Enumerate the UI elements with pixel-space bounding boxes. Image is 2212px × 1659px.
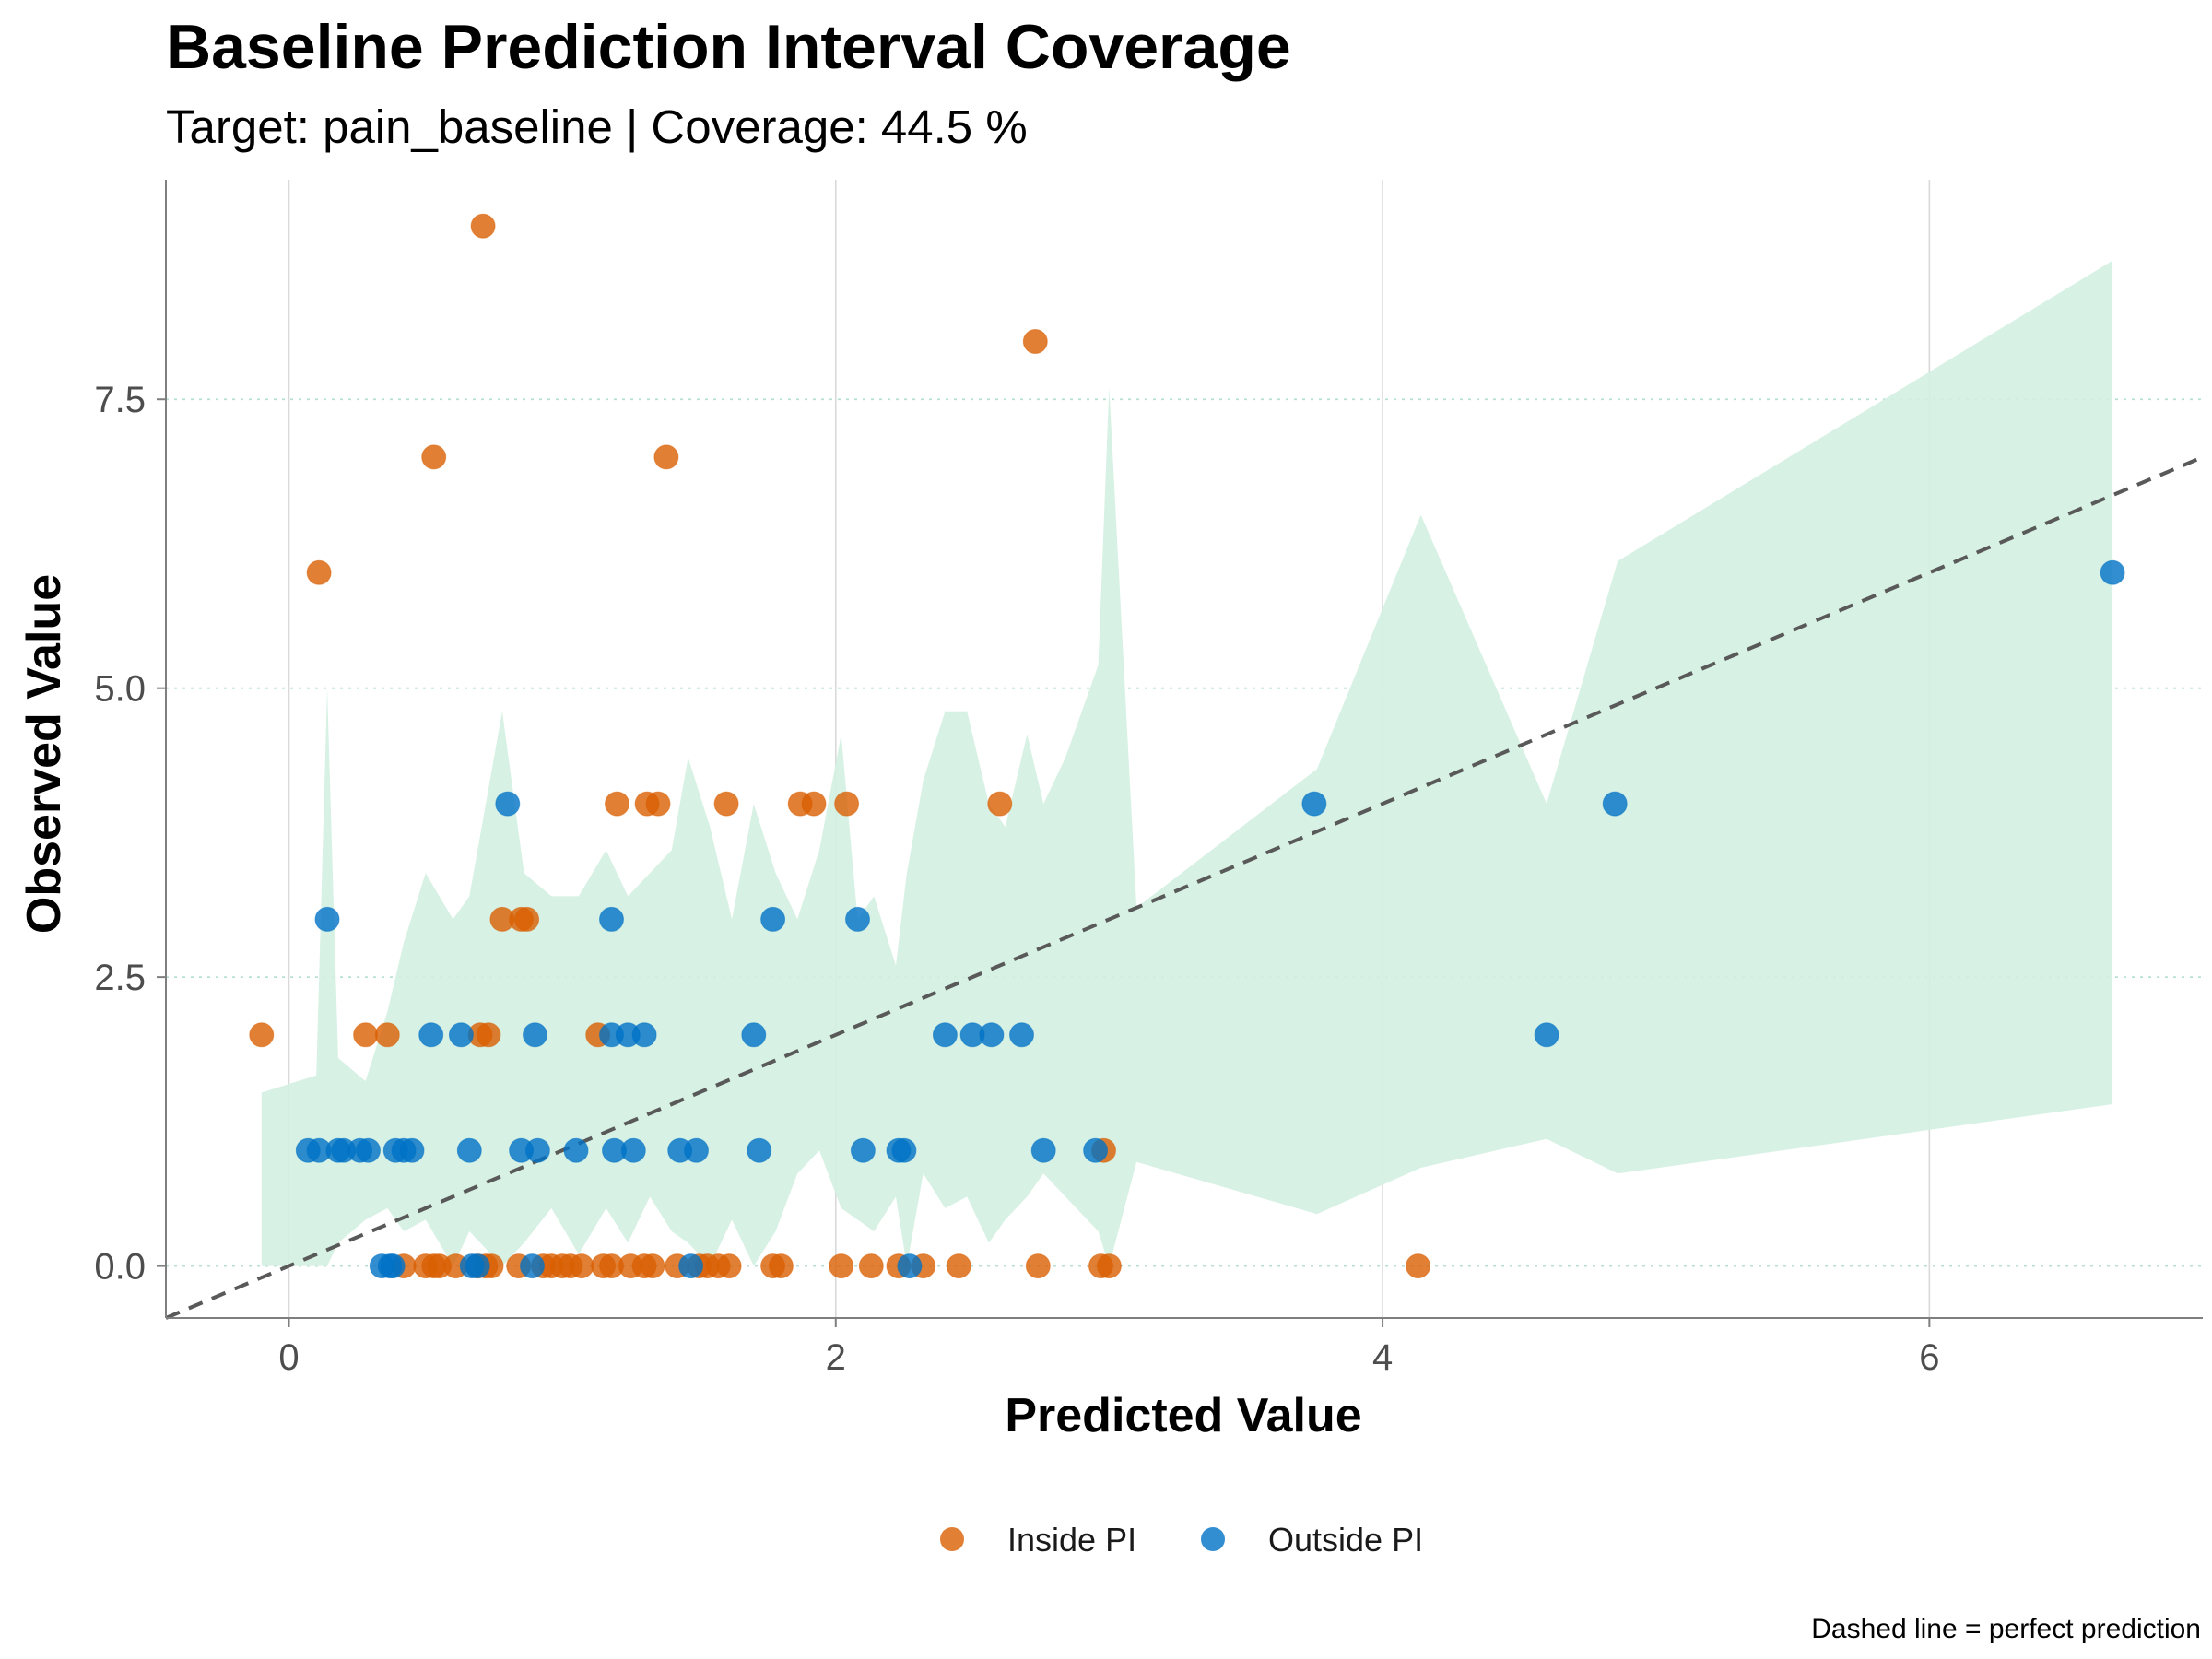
y-tick-label-0: 0.0 <box>94 1247 146 1288</box>
point-outside-47 <box>465 1253 490 1279</box>
point-inside-20 <box>987 791 1013 817</box>
point-inside-4 <box>421 444 447 470</box>
tick-label-layer: 0 2 4 6 0.0 2.5 5.0 7.5 <box>94 380 1939 1378</box>
point-outside-4 <box>845 906 870 932</box>
point-inside-0 <box>249 1022 275 1048</box>
point-outside-48 <box>520 1253 545 1279</box>
point-outside-7 <box>2100 559 2125 585</box>
point-outside-50 <box>897 1253 923 1279</box>
point-outside-3 <box>760 906 786 932</box>
legend-label-inside: Inside PI <box>1007 1521 1136 1559</box>
point-outside-41 <box>1030 1137 1056 1163</box>
prediction-interval-band <box>261 260 2113 1266</box>
chart-subtitle: Target: pain_baseline | Coverage: 44.5 % <box>166 100 1028 153</box>
point-outside-13 <box>631 1022 657 1048</box>
band-layer <box>261 260 2113 1266</box>
point-inside-57 <box>1406 1253 1431 1279</box>
point-outside-37 <box>747 1137 772 1163</box>
point-outside-15 <box>932 1022 958 1048</box>
reference-layer <box>165 455 2204 1320</box>
legend: Inside PI Outside PI <box>940 1521 1423 1559</box>
point-inside-54 <box>1025 1253 1051 1279</box>
point-outside-6 <box>1602 791 1628 817</box>
point-outside-18 <box>1009 1022 1034 1048</box>
point-outside-34 <box>620 1137 646 1163</box>
point-inside-1 <box>306 559 332 585</box>
y-tick-label-2: 5.0 <box>94 669 146 710</box>
point-outside-2 <box>599 906 624 932</box>
point-outside-45 <box>380 1253 406 1279</box>
legend-label-outside: Outside PI <box>1268 1521 1423 1559</box>
point-outside-17 <box>979 1022 1005 1048</box>
point-inside-2 <box>353 1022 379 1048</box>
point-inside-49 <box>829 1253 854 1279</box>
point-inside-18 <box>801 791 827 817</box>
x-tick-label-0: 0 <box>278 1337 299 1378</box>
point-outside-5 <box>1301 791 1327 817</box>
point-inside-12 <box>605 791 629 817</box>
point-outside-29 <box>456 1137 482 1163</box>
axes-layer <box>165 180 2203 1319</box>
x-tick-label-1: 2 <box>826 1337 846 1378</box>
x-axis-title: Predicted Value <box>1005 1389 1361 1442</box>
perfect-prediction-line <box>165 455 2204 1320</box>
y-tick-label-3: 7.5 <box>94 380 146 420</box>
chart-title: Baseline Prediction Interval Coverage <box>166 12 1291 82</box>
point-outside-49 <box>678 1253 704 1279</box>
point-outside-40 <box>891 1137 917 1163</box>
point-inside-56 <box>1096 1253 1122 1279</box>
point-inside-15 <box>653 444 679 470</box>
point-outside-9 <box>448 1022 474 1048</box>
point-outside-38 <box>850 1137 876 1163</box>
y-tick-label-1: 2.5 <box>94 958 146 998</box>
point-inside-46 <box>716 1253 742 1279</box>
point-outside-10 <box>523 1022 547 1048</box>
point-inside-16 <box>713 791 739 817</box>
point-outside-14 <box>741 1022 767 1048</box>
point-outside-28 <box>399 1137 425 1163</box>
legend-swatch-inside <box>940 1527 964 1551</box>
point-outside-1 <box>495 791 521 817</box>
point-inside-3 <box>374 1022 400 1048</box>
point-inside-48 <box>768 1253 794 1279</box>
point-outside-8 <box>418 1022 444 1048</box>
point-inside-21 <box>1022 329 1048 354</box>
points-layer <box>249 213 2125 1279</box>
point-outside-32 <box>563 1137 589 1163</box>
x-tick-label-3: 6 <box>1919 1337 1939 1378</box>
point-outside-25 <box>356 1137 381 1163</box>
point-inside-7 <box>476 1022 501 1048</box>
point-inside-50 <box>858 1253 884 1279</box>
point-inside-19 <box>834 791 860 817</box>
point-inside-5 <box>470 213 496 239</box>
y-axis-title: Observed Value <box>18 574 71 934</box>
point-outside-42 <box>1083 1137 1109 1163</box>
point-inside-14 <box>645 791 671 817</box>
point-outside-31 <box>524 1137 550 1163</box>
legend-swatch-outside <box>1201 1527 1225 1551</box>
point-inside-53 <box>946 1253 971 1279</box>
point-inside-36 <box>569 1253 594 1279</box>
chart-caption: Dashed line = perfect prediction <box>1811 1614 2201 1644</box>
point-inside-41 <box>640 1253 665 1279</box>
point-outside-0 <box>314 906 340 932</box>
point-inside-10 <box>514 906 540 932</box>
point-outside-19 <box>1534 1022 1559 1048</box>
x-tick-label-2: 4 <box>1372 1337 1393 1378</box>
point-outside-36 <box>684 1137 709 1163</box>
